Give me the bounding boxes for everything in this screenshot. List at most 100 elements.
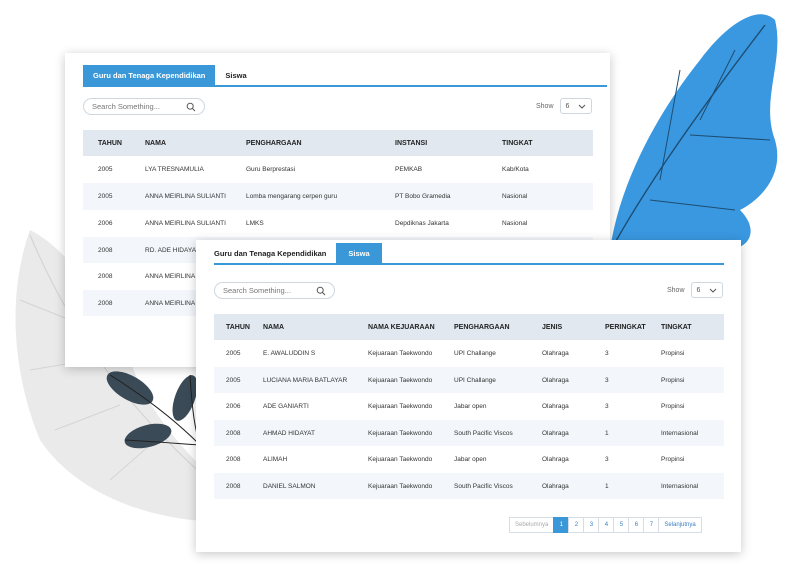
cell-instansi: Depdiknas Jakarta [395,220,449,227]
cell-nama: LYA TRESNAMULIA [145,166,204,173]
cell-instansi: PT Bobo Gramedia [380,183,487,210]
chevron-down-icon [578,104,585,109]
page-size-select[interactable]: 6 [690,282,723,298]
cell-jenis: Olahraga [530,367,593,393]
table-row: 2005 LYA TRESNAMULIA Guru Berprestasi PE… [83,156,593,183]
cell-jenis: Olahraga [530,473,593,499]
siswa-panel: Guru dan Tenaga Kependidikan Siswa Show … [196,240,741,552]
table-row: 2008 DANIEL SALMON Kejuaraan Taekwondo S… [214,473,724,499]
cell-nama: AHMAD HIDAYAT [251,420,356,446]
pagination: Sebelumnya 1 2 3 4 5 6 7 Selanjutnya [509,517,702,533]
cell-tingkat: Internasional [649,420,724,446]
cell-nama: ADE GANIARTI [263,403,309,410]
cell-jenis: Olahraga [530,420,593,446]
pagination-page-5[interactable]: 5 [613,517,630,533]
table-row: 2006 ADE GANIARTI Kejuaraan Taekwondo Ja… [214,393,724,420]
show-label: Show [667,286,685,294]
column-header: INSTANSI [380,130,487,156]
cell-penghargaan: Lomba mengarang cerpen guru [231,183,380,210]
cell-jenis: Olahraga [542,403,569,410]
cell-kejuaraan: Kejuaraan Taekwondo [356,473,442,499]
pagination-next[interactable]: Selanjutnya [658,517,702,533]
cell-kejuaraan: Kejuaraan Taekwondo [368,403,433,410]
cell-jenis: Olahraga [542,456,569,463]
column-header: NAMA [251,314,356,340]
cell-peringkat: 3 [605,456,609,463]
search-icon[interactable] [186,102,196,112]
cell-tahun: 2008 [83,290,130,316]
cell-peringkat: 1 [593,473,649,499]
pagination-page-2[interactable]: 2 [568,517,585,533]
cell-peringkat: 3 [605,350,609,357]
cell-tahun: 2005 [83,183,130,210]
cell-tingkat: Internasional [649,473,724,499]
cell-nama: ALIMAH [263,456,288,463]
page-size-value: 6 [565,102,570,110]
cell-nama: ANNA MEIRLINA SULIANTI [145,220,226,227]
show-label: Show [536,102,554,110]
cell-penghargaan: Jabar open [454,403,487,410]
cell-tingkat: Propinsi [661,403,685,410]
tab-siswa[interactable]: Siswa [336,243,382,263]
cell-kejuaraan: Kejuaraan Taekwondo [368,456,433,463]
pagination-prev[interactable]: Sebelumnya [509,517,555,533]
cell-penghargaan: UPI Challange [454,350,496,357]
search-input[interactable] [92,102,186,111]
cell-tingkat: Propinsi [649,367,724,393]
cell-nama: E. AWALUDDIN S [263,350,316,357]
cell-peringkat: 3 [593,367,649,393]
pagination-page-1[interactable]: 1 [553,517,570,533]
cell-nama: LUCIANA MARIA BATLAYAR [251,367,356,393]
page-size-select[interactable]: 6 [559,98,592,114]
column-header: TAHUN [214,314,251,340]
cell-peringkat: 3 [605,403,609,410]
cell-penghargaan: South Pacific Viscos [442,420,530,446]
column-header: NAMA [130,130,231,156]
pagination-page-6[interactable]: 6 [628,517,645,533]
cell-kejuaraan: Kejuaraan Taekwondo [356,420,442,446]
search-input[interactable] [223,286,316,295]
cell-tahun: 2005 [98,166,113,173]
cell-tingkat: Nasional [502,220,528,227]
column-header: PERINGKAT [593,314,649,340]
cell-tingkat: Propinsi [661,456,685,463]
show-control: Show 6 [667,282,723,298]
tab-siswa[interactable]: Siswa [225,70,247,80]
cell-penghargaan: UPI Challange [442,367,530,393]
search-icon[interactable] [316,286,326,296]
table-row: 2005 E. AWALUDDIN S Kejuaraan Taekwondo … [214,340,724,367]
cell-instansi: PEMKAB [395,166,423,173]
pagination-page-3[interactable]: 3 [583,517,600,533]
show-control: Show 6 [536,98,592,114]
blue-leaf-icon [610,14,778,252]
tab-bar: Guru dan Tenaga Kependidikan Siswa [83,65,607,87]
tab-guru[interactable]: Guru dan Tenaga Kependidikan [214,248,327,258]
cell-kejuaraan: Kejuaraan Taekwondo [368,350,433,357]
tab-guru[interactable]: Guru dan Tenaga Kependidikan [83,65,216,85]
cell-tahun: 2008 [83,237,130,263]
pagination-page-4[interactable]: 4 [598,517,615,533]
cell-kejuaraan: Kejuaraan Taekwondo [356,367,442,393]
table-row: 2005 LUCIANA MARIA BATLAYAR Kejuaraan Ta… [214,367,724,393]
cell-tahun: 2006 [226,403,241,410]
siswa-table: TAHUN NAMA NAMA KEJUARAAN PENGHARGAAN JE… [214,314,724,499]
table-row: 2008 AHMAD HIDAYAT Kejuaraan Taekwondo S… [214,420,724,446]
table-row: 2008 ANNA MEIRLINA S [83,263,593,290]
table-row: 2008 ALIMAH Kejuaraan Taekwondo Jabar op… [214,446,724,473]
pagination-page-7[interactable]: 7 [643,517,660,533]
cell-nama: ANNA MEIRLINA S [145,273,201,280]
cell-tahun: 2008 [226,456,241,463]
column-header: TINGKAT [487,130,593,156]
cell-nama: DANIEL SALMON [251,473,356,499]
table-row: 2006 ANNA MEIRLINA SULIANTI LMKS Depdikn… [83,210,593,237]
cell-penghargaan: LMKS [246,220,264,227]
cell-tingkat: Propinsi [661,350,685,357]
cell-tahun: 2008 [214,420,251,446]
page-size-value: 6 [696,286,701,294]
cell-tingkat: Nasional [487,183,593,210]
column-header: PENGHARGAAN [442,314,530,340]
chevron-down-icon [709,288,716,293]
cell-penghargaan: Jabar open [454,456,487,463]
column-header: TINGKAT [649,314,724,340]
table-row: 2005 ANNA MEIRLINA SULIANTI Lomba mengar… [83,183,593,210]
